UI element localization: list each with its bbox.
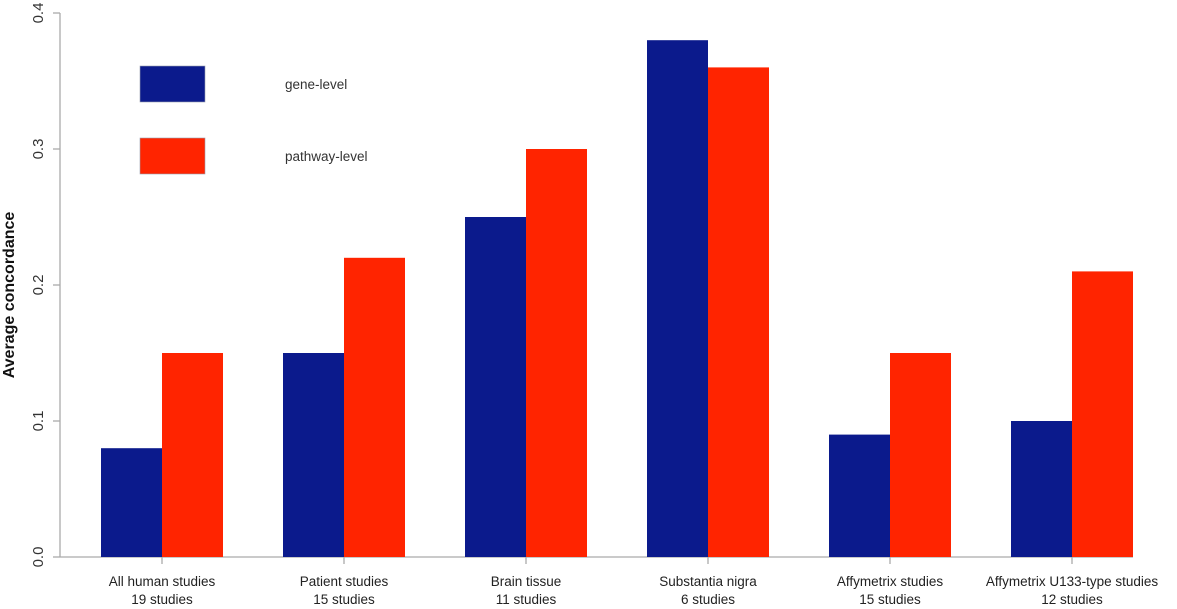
x-tick-label: Brain tissue: [491, 574, 562, 589]
bars: [101, 40, 1133, 558]
bar-pathway-level-1: [344, 257, 405, 557]
x-tick-label: Patient studies: [300, 574, 389, 589]
y-tick-label: 0.0: [30, 547, 47, 568]
bar-gene-level-1: [283, 353, 344, 557]
category-labels: All human studies 19 studies Patient studi…: [109, 574, 1159, 607]
legend-label-gene-level: gene-level: [285, 77, 347, 92]
bar-gene-level-4: [829, 434, 890, 557]
bar-pathway-level-5: [1072, 271, 1133, 557]
bar-gene-level-2: [465, 217, 526, 557]
bar-gene-level-5: [1011, 421, 1072, 557]
x-axis: [60, 556, 1133, 564]
x-tick-label: Affymetrix U133-type studies: [986, 574, 1159, 589]
x-tick-sublabel: 15 studies: [313, 592, 375, 607]
x-tick-sublabel: 19 studies: [131, 592, 193, 607]
y-tick-label: 0.3: [30, 139, 47, 160]
bar-gene-level-3: [647, 40, 708, 557]
bar-pathway-level-0: [162, 353, 223, 557]
x-tick-sublabel: 11 studies: [496, 592, 557, 607]
x-tick-label: All human studies: [109, 574, 216, 589]
x-tick-label: Affymetrix studies: [837, 574, 944, 589]
bar-gene-level-0: [101, 448, 162, 557]
legend-swatch-pathway-level: [139, 137, 206, 175]
legend-swatch-gene-level: [139, 65, 206, 103]
bar-pathway-level-4: [890, 353, 951, 557]
x-tick-label: Substantia nigra: [659, 574, 757, 589]
x-tick-sublabel: 15 studies: [859, 592, 921, 607]
y-tick-label: 0.4: [30, 3, 47, 24]
legend: gene-level pathway-level: [139, 65, 368, 175]
legend-label-pathway-level: pathway-level: [285, 149, 368, 164]
x-tick-sublabel: 12 studies: [1041, 592, 1103, 607]
y-axis-title: Average concordance: [1, 212, 18, 379]
y-tick-label: 0.1: [30, 411, 47, 432]
y-axis: 0.0 0.1 0.2 0.3 0.4: [30, 3, 61, 568]
bar-pathway-level-3: [708, 67, 769, 558]
bar-pathway-level-2: [526, 149, 587, 557]
y-tick-label: 0.2: [30, 275, 47, 296]
x-tick-sublabel: 6 studies: [681, 592, 735, 607]
